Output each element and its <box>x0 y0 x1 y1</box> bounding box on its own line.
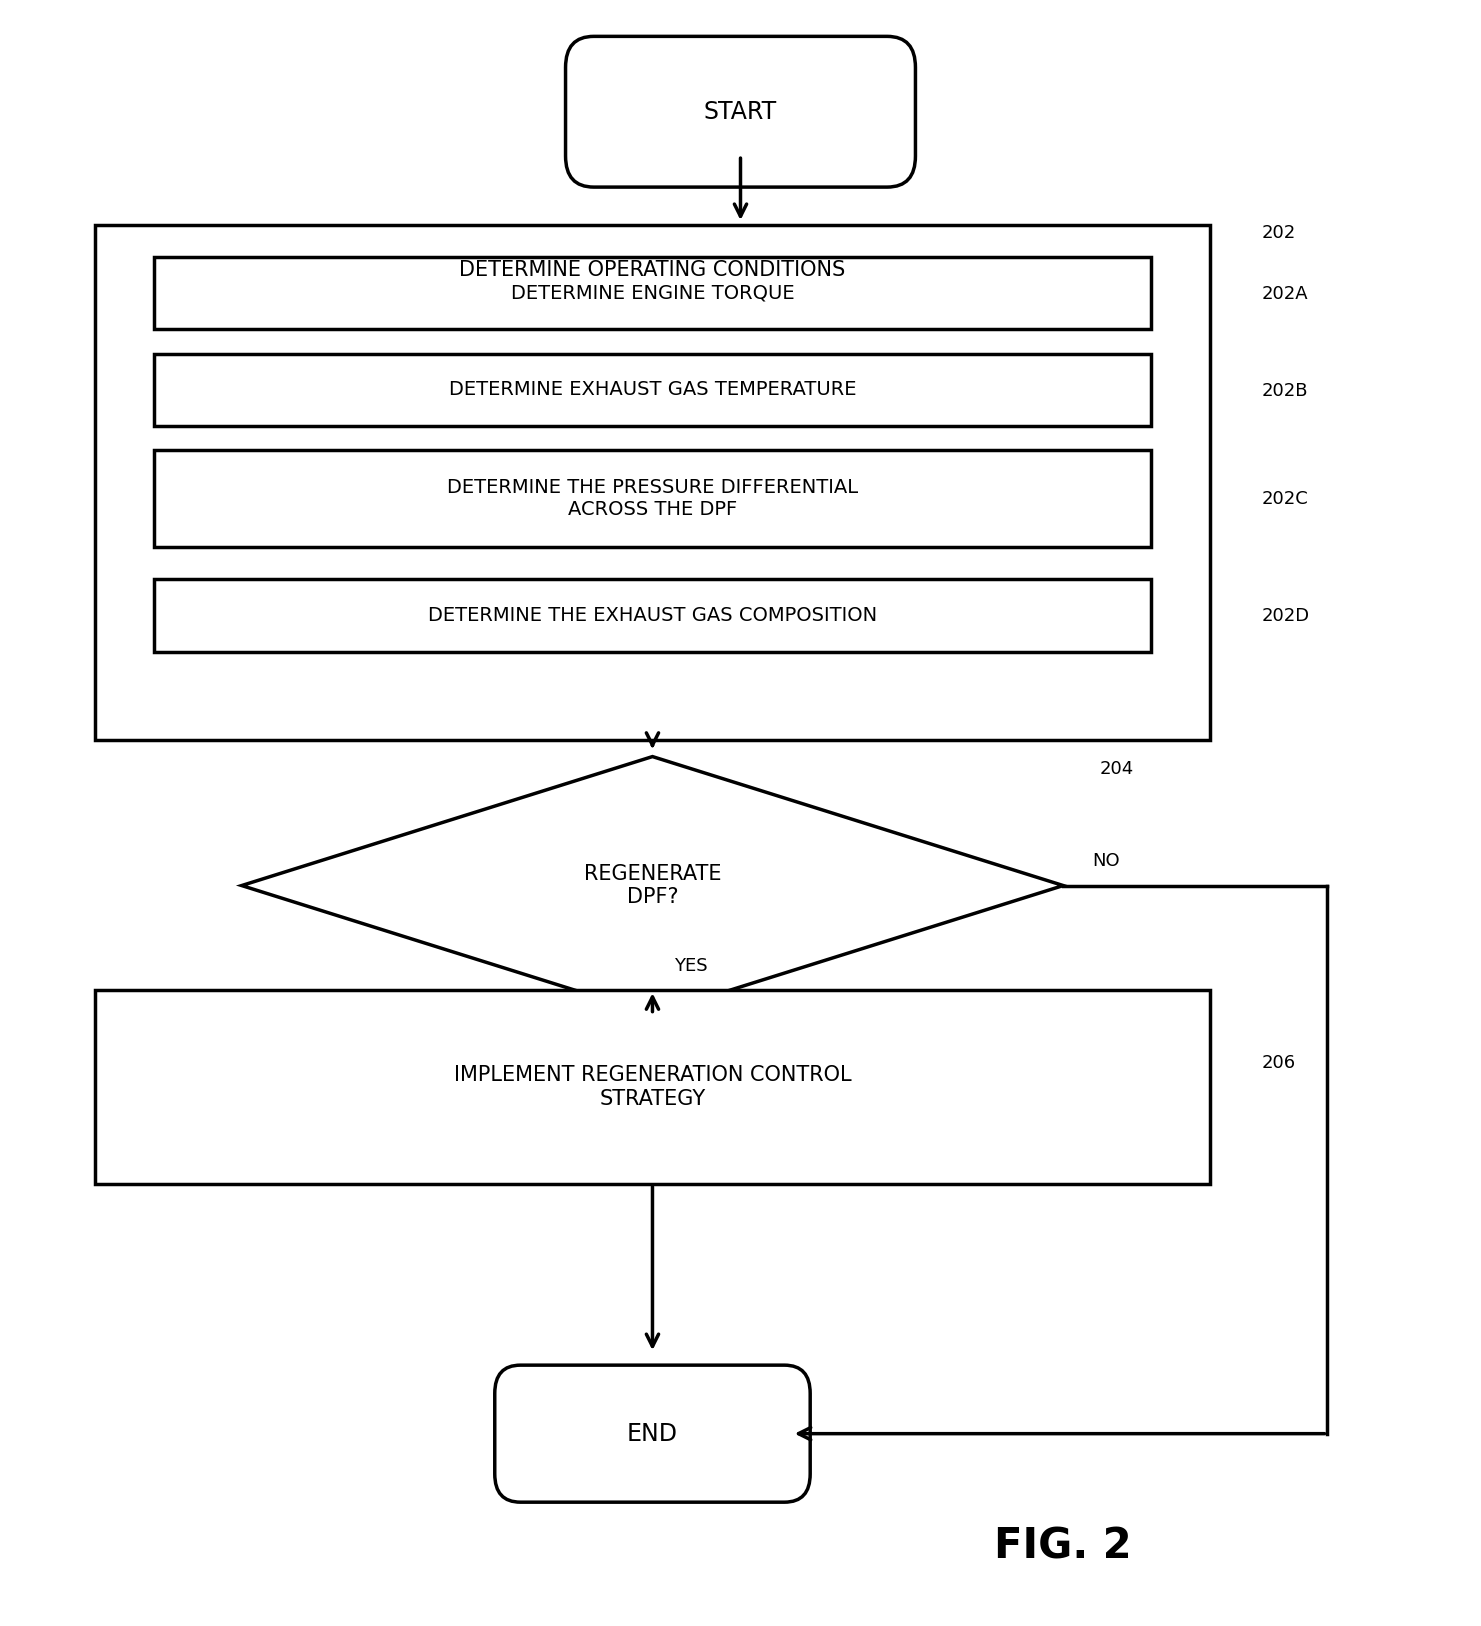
FancyBboxPatch shape <box>495 1366 810 1502</box>
Text: 202D: 202D <box>1262 608 1309 626</box>
Text: REGENERATE
DPF?: REGENERATE DPF? <box>584 863 721 907</box>
Text: END: END <box>626 1421 678 1446</box>
Text: IMPLEMENT REGENERATION CONTROL
STRATEGY: IMPLEMENT REGENERATION CONTROL STRATEGY <box>453 1065 852 1109</box>
Bar <box>154 450 1151 546</box>
Text: DETERMINE OPERATING CONDITIONS: DETERMINE OPERATING CONDITIONS <box>459 260 846 280</box>
Text: START: START <box>703 99 778 124</box>
Bar <box>154 257 1151 330</box>
Text: DETERMINE THE PRESSURE DIFFERENTIAL
ACROSS THE DPF: DETERMINE THE PRESSURE DIFFERENTIAL ACRO… <box>447 478 857 519</box>
Bar <box>154 353 1151 426</box>
Bar <box>95 224 1210 740</box>
Text: 202A: 202A <box>1262 285 1308 302</box>
Text: NO: NO <box>1093 852 1120 870</box>
Text: DETERMINE EXHAUST GAS TEMPERATURE: DETERMINE EXHAUST GAS TEMPERATURE <box>449 380 856 400</box>
Text: 202B: 202B <box>1262 382 1308 400</box>
Text: DETERMINE ENGINE TORQUE: DETERMINE ENGINE TORQUE <box>511 283 794 302</box>
Text: 204: 204 <box>1100 761 1134 779</box>
Text: YES: YES <box>674 958 708 976</box>
Text: 202: 202 <box>1262 224 1296 242</box>
Bar <box>95 990 1210 1184</box>
Text: FIG. 2: FIG. 2 <box>994 1525 1131 1567</box>
Text: 202C: 202C <box>1262 489 1308 507</box>
Polygon shape <box>241 756 1063 1015</box>
Text: DETERMINE THE EXHAUST GAS COMPOSITION: DETERMINE THE EXHAUST GAS COMPOSITION <box>428 606 877 624</box>
Text: 206: 206 <box>1262 1054 1296 1072</box>
Bar <box>154 579 1151 652</box>
FancyBboxPatch shape <box>566 36 915 187</box>
